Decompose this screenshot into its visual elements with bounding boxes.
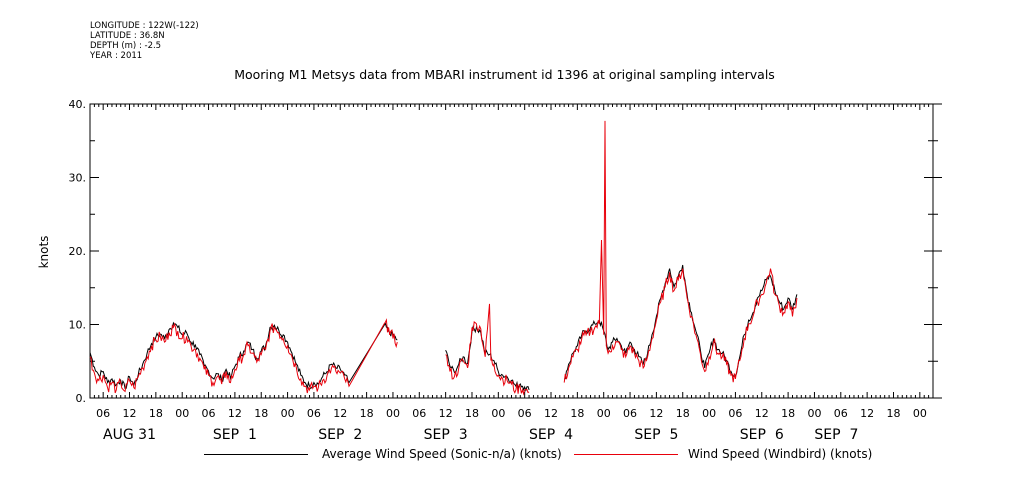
- x-tick-label: 06: [96, 407, 110, 420]
- x-tick-label: 06: [834, 407, 848, 420]
- metadata-block: LONGITUDE : 122W(-122) LATITUDE : 36.8N …: [90, 21, 199, 61]
- day-label: SEP 5: [634, 427, 678, 443]
- chart-title: Mooring M1 Metsys data from MBARI instru…: [234, 67, 775, 82]
- day-label: SEP 7: [814, 427, 858, 443]
- x-tick-label: 00: [807, 407, 821, 420]
- day-label: SEP 3: [424, 427, 468, 443]
- y-tick-label: 10.: [69, 319, 87, 332]
- day-label: SEP 6: [740, 427, 784, 443]
- x-tick-label: 12: [123, 407, 137, 420]
- y-tick-label: 0.: [76, 392, 87, 405]
- y-tick-label: 30.: [69, 172, 87, 185]
- x-tick-label: 00: [281, 407, 295, 420]
- x-tick-label: 18: [465, 407, 479, 420]
- x-tick-label: 18: [676, 407, 690, 420]
- x-tick-label: 06: [728, 407, 742, 420]
- series-lines: [89, 120, 798, 396]
- x-tick-label: 06: [202, 407, 216, 420]
- year-label: YEAR : 2011: [90, 51, 143, 61]
- x-tick-label: 18: [570, 407, 584, 420]
- series-line-windbird: [563, 120, 798, 383]
- x-tick-label: 18: [149, 407, 163, 420]
- latitude-label: LATITUDE : 36.8N: [90, 31, 165, 41]
- x-tick-label: 12: [860, 407, 874, 420]
- day-label: SEP 4: [529, 427, 573, 443]
- day-label: SEP 2: [318, 427, 362, 443]
- legend-swatch-windbird: [574, 454, 678, 455]
- y-axis-label: knots: [37, 236, 51, 269]
- depth-label: DEPTH (m) : -2.5: [90, 41, 162, 51]
- x-tick-label: 00: [175, 407, 189, 420]
- y-tick-label: 20.: [69, 245, 87, 258]
- x-tick-label: 18: [781, 407, 795, 420]
- legend-label-windbird: Wind Speed (Windbird) (knots): [688, 447, 873, 461]
- x-tick-label: 00: [386, 407, 400, 420]
- axis-ticks: [89, 103, 942, 399]
- legend-label-average: Average Wind Speed (Sonic-n/a) (knots): [322, 447, 562, 461]
- y-tick-label: 40.: [69, 98, 87, 111]
- x-tick-label: 18: [254, 407, 268, 420]
- axis-labels: 0. 10. 20. 30. 40. 06 12 18 00 06 12 18 00 06 12 18 00 06…: [69, 98, 927, 443]
- day-label: SEP 1: [213, 427, 257, 443]
- x-tick-label: 06: [307, 407, 321, 420]
- x-tick-label: 06: [518, 407, 532, 420]
- x-tick-label: 12: [333, 407, 347, 420]
- x-tick-label: 06: [412, 407, 426, 420]
- series-line-windbird: [445, 303, 530, 396]
- x-tick-label: 00: [597, 407, 611, 420]
- x-tick-label: 12: [439, 407, 453, 420]
- legend-swatch-average: [204, 454, 308, 455]
- plot-frame: [89, 103, 934, 399]
- day-label: AUG 31: [103, 427, 156, 443]
- series-line-average: [564, 264, 798, 380]
- x-tick-label: 12: [755, 407, 769, 420]
- plot-border: [89, 103, 934, 399]
- x-tick-label: 06: [623, 407, 637, 420]
- x-tick-label: 00: [702, 407, 716, 420]
- x-tick-label: 00: [491, 407, 505, 420]
- legend: Average Wind Speed (Sonic-n/a) (knots) W…: [0, 446, 1009, 466]
- x-tick-label: 18: [360, 407, 374, 420]
- series-line-windbird: [89, 318, 398, 394]
- x-tick-label: 18: [886, 407, 900, 420]
- x-tick-label: 12: [544, 407, 558, 420]
- series-line-average: [445, 325, 530, 393]
- x-tick-label: 12: [649, 407, 663, 420]
- x-tick-label: 00: [913, 407, 927, 420]
- longitude-label: LONGITUDE : 122W(-122): [90, 21, 199, 31]
- x-tick-label: 12: [228, 407, 242, 420]
